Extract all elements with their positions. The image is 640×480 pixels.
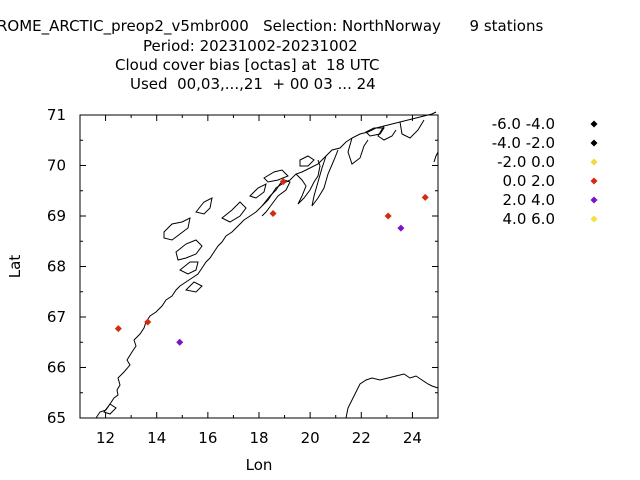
title-line-4: Used 00,03,...,21 + 00 03 ... 24 [130,75,376,93]
coastline-fjord-1 [261,179,291,217]
legend-entry-label: -2.0 0.0 [497,153,555,171]
x-tick-label: 20 [301,429,320,447]
island-1 [163,217,191,241]
y-tick-label: 70 [47,157,66,175]
island-7 [299,155,315,167]
x-tick-label: 16 [198,429,217,447]
coastline-southeast [345,373,439,419]
station-point [114,325,122,333]
island-11 [103,403,117,415]
legend-marker [590,139,598,147]
legend-entry-label: -6.0 -4.0 [492,115,555,133]
legend-marker [590,120,598,128]
y-tick-label: 67 [47,308,66,326]
station-point [384,212,392,220]
x-tick-label: 22 [352,429,371,447]
station-point [421,193,429,201]
coastline [95,111,439,419]
station-point [269,209,277,217]
station-point [176,338,184,346]
y-tick-label: 69 [47,207,66,225]
legend-entry-label: 4.0 6.0 [503,210,555,228]
y-tick-label: 66 [47,359,66,377]
legend-marker [590,196,598,204]
island-9 [179,261,199,275]
coastline-fjord-6 [399,119,425,139]
x-tick-label: 14 [147,429,166,447]
y-tick-labels: 65 66 67 68 69 70 71 [47,106,66,427]
x-tick-labels: 12 14 16 18 20 22 24 [96,429,422,447]
plot-frame [79,114,439,419]
legend-marker [590,177,598,185]
x-tick-label: 18 [249,429,268,447]
legend-entry-label: -4.0 -2.0 [492,134,555,152]
y-axis-label: Lat [6,255,24,279]
legend-entry-label: 0.0 2.0 [503,172,555,190]
island-8 [365,127,385,137]
axis-ticks [79,114,439,419]
island-5 [249,183,267,199]
legend-marker [590,158,598,166]
data-points [114,178,429,346]
island-10 [184,281,203,293]
island-6 [263,169,289,183]
coastline-mainland [95,111,437,419]
y-tick-label: 68 [47,258,66,276]
y-tick-label: 65 [47,409,66,427]
coastline-fjord-2 [295,159,321,205]
island-2 [175,239,203,261]
x-tick-label: 12 [96,429,115,447]
legend-entry-label: 2.0 4.0 [503,191,555,209]
coastline-fjord-4 [347,137,369,165]
island-3 [195,197,213,215]
coastline-east-edge [433,151,439,163]
x-tick-label: 24 [403,429,422,447]
y-tick-label: 71 [47,106,66,124]
title-line-1: ROME_ARCTIC_preop2_v5mbr000 Selection: N… [0,17,544,35]
title-line-3: Cloud cover bias [octas] at 18 UTC [115,56,380,74]
station-point [279,178,287,186]
legend: -6.0 -4.0-4.0 -2.0-2.0 0.00.0 2.02.0 4.0… [492,115,598,228]
title-line-2: Period: 20231002-20231002 [143,37,358,55]
coastline-fjord-3 [311,149,339,207]
station-point [397,224,405,232]
legend-marker [590,215,598,223]
island-4 [221,201,247,223]
station-point [144,318,152,326]
coastline-fjord-5 [377,125,397,141]
x-axis-label: Lon [246,456,273,474]
